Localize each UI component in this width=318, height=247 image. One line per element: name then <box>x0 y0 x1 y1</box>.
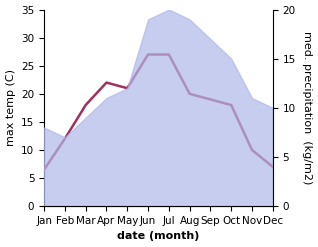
Y-axis label: max temp (C): max temp (C) <box>5 69 16 146</box>
Y-axis label: med. precipitation  (kg/m2): med. precipitation (kg/m2) <box>302 31 313 185</box>
X-axis label: date (month): date (month) <box>117 231 200 242</box>
